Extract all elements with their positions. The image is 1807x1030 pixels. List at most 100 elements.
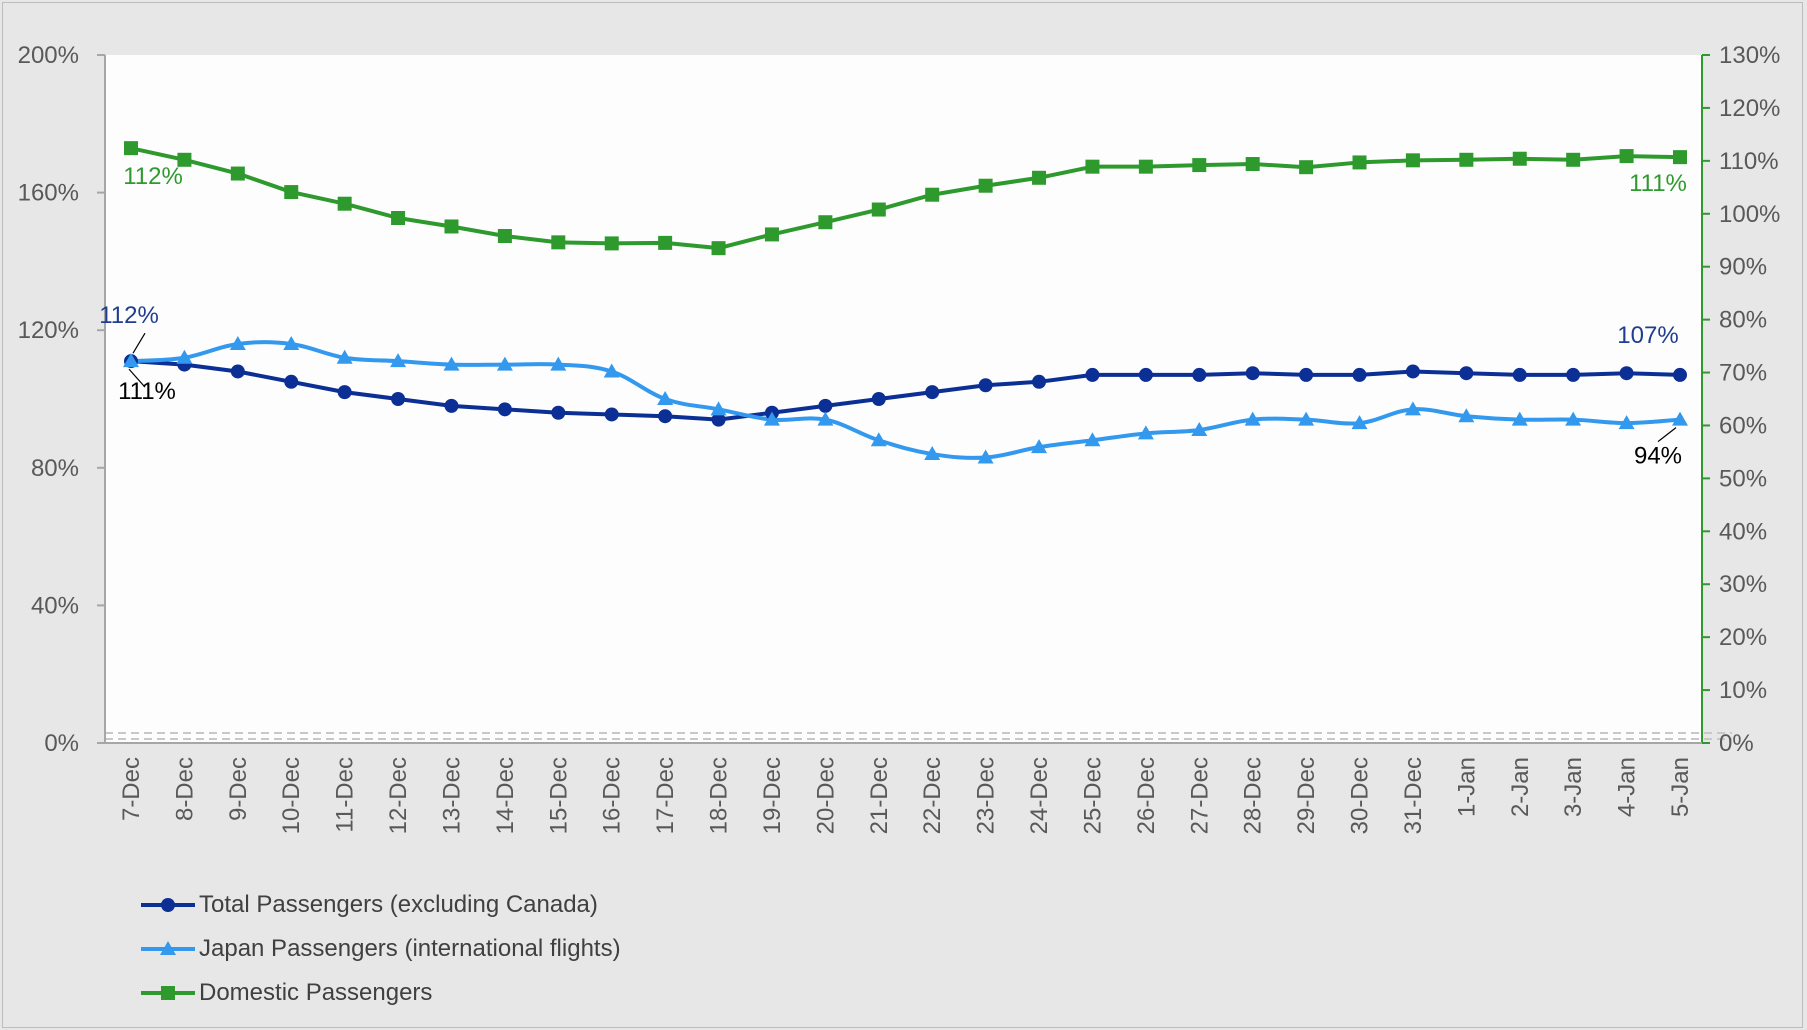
x-tick-label: 20-Dec: [812, 757, 839, 834]
series-1-point: [443, 356, 460, 371]
y-left-tick-label: 200%: [18, 42, 79, 69]
legend-key-square-icon: [141, 986, 195, 1000]
series-2-point: [978, 178, 993, 193]
legend-key-circle-icon: [141, 898, 195, 912]
series-0-point: [1459, 366, 1474, 381]
x-tick-label: 18-Dec: [706, 757, 733, 834]
series-0-point: [1405, 364, 1420, 379]
series-1-point: [390, 353, 407, 368]
series-2-point: [1085, 159, 1100, 174]
y-right-tick-label: 40%: [1719, 518, 1767, 545]
x-tick-label: 8-Dec: [171, 757, 198, 821]
series-1-point: [1351, 415, 1368, 430]
data-label-leader: [132, 332, 146, 354]
y-right-tick-label: 20%: [1719, 624, 1767, 651]
y-left-tick-label: 160%: [18, 180, 79, 207]
y-left-tick-label: 120%: [18, 317, 79, 344]
series-0-point: [1619, 366, 1634, 381]
series-2-point: [764, 227, 779, 242]
series-2-point: [871, 202, 886, 217]
series-0-point: [497, 402, 512, 417]
x-tick-label: 30-Dec: [1347, 757, 1374, 834]
series-2-point: [1138, 159, 1153, 174]
y-right-tick-label: 130%: [1719, 42, 1780, 69]
series-0-point: [230, 364, 245, 379]
series-1-point: [336, 349, 353, 364]
line-chart: 0% 40% 80% 120% 160% 200% 0% 10% 20% 30% 40% 50% 60…: [18, 42, 1781, 834]
series-0-point: [284, 374, 299, 389]
series-0-point: [1192, 367, 1207, 382]
series-0-point: [444, 398, 459, 413]
series-2-point: [1245, 157, 1260, 172]
series-0-point: [551, 405, 566, 420]
y-left-tick-label: 0%: [44, 730, 79, 757]
series-2-point: [1032, 170, 1047, 185]
series-2-point: [1512, 151, 1527, 166]
series-1-point: [123, 353, 139, 368]
x-tick-label: 23-Dec: [973, 757, 1000, 834]
series-2-point: [284, 185, 299, 200]
legend-item-total: Total Passengers (excluding Canada): [141, 883, 621, 927]
series-1-point: [229, 335, 246, 350]
series-0-point: [978, 378, 993, 393]
data-label: 111%: [118, 378, 176, 405]
series-2-point: [391, 211, 406, 226]
x-tick-label: 28-Dec: [1240, 757, 1267, 834]
legend: Total Passengers (excluding Canada) Japa…: [141, 883, 621, 1015]
data-label: 111%: [1629, 170, 1687, 197]
y-right-tick-label: 80%: [1719, 307, 1767, 334]
series-1-point: [1511, 411, 1528, 426]
series-2-point: [1192, 158, 1207, 173]
y-right-tick-label: 90%: [1719, 254, 1767, 281]
series-0-point: [604, 407, 619, 422]
series-2-point: [337, 196, 352, 211]
series-2-point: [1566, 152, 1581, 167]
series-0-point: [1673, 367, 1687, 382]
x-tick-label: 7-Dec: [118, 757, 145, 821]
series-0-point: [1085, 367, 1100, 382]
series-2-point: [551, 235, 566, 250]
series-0-point: [711, 412, 726, 427]
data-label: 112%: [123, 163, 183, 190]
data-label: 94%: [1634, 443, 1682, 470]
series-1-point: [1191, 421, 1208, 436]
series-2-point: [711, 241, 726, 256]
series-1-point: [1084, 432, 1101, 447]
x-tick-label: 19-Dec: [759, 757, 786, 834]
series-1-point: [176, 349, 193, 364]
series-1-point: [1137, 425, 1154, 440]
x-tick-label: 15-Dec: [545, 757, 572, 834]
x-tick-label: 10-Dec: [278, 757, 305, 834]
plot-area: [105, 55, 1702, 743]
y-right-tick-label: 100%: [1719, 201, 1780, 228]
series-1-point: [1298, 411, 1315, 426]
x-tick-label: 11-Dec: [332, 757, 359, 833]
y-right-tick-label: 0%: [1719, 730, 1754, 757]
series-2-point: [124, 141, 138, 156]
series-2-point: [1352, 155, 1367, 170]
series-2-point: [658, 235, 673, 250]
x-tick-label: 14-Dec: [492, 757, 519, 834]
x-tick-label: 4-Jan: [1614, 757, 1641, 817]
series-2-point: [1619, 149, 1634, 164]
legend-item-domestic: Domestic Passengers: [141, 971, 621, 1015]
x-tick-label: 13-Dec: [438, 757, 465, 834]
series-2-point: [925, 187, 940, 202]
y-left-tick-label: 80%: [31, 455, 79, 482]
y-right-tick-label: 120%: [1719, 95, 1780, 122]
series-2-point: [444, 219, 459, 234]
series-1-point: [817, 411, 834, 426]
x-tick-label: 16-Dec: [599, 757, 626, 834]
series-1-point: [657, 391, 674, 405]
series-2-point: [1459, 152, 1474, 167]
y-right-tick-label: 10%: [1719, 677, 1767, 704]
y-right-tick-label: 110%: [1719, 148, 1779, 175]
y-right-tick-label: 70%: [1719, 360, 1767, 387]
legend-label-total: Total Passengers (excluding Canada): [199, 891, 598, 918]
series-1-point: [1458, 408, 1475, 423]
series-1-point: [1404, 401, 1421, 416]
x-tick-label: 12-Dec: [385, 757, 412, 834]
series-1-point: [870, 432, 887, 447]
series-0-point: [1512, 367, 1527, 382]
series-1-point: [1565, 411, 1582, 426]
